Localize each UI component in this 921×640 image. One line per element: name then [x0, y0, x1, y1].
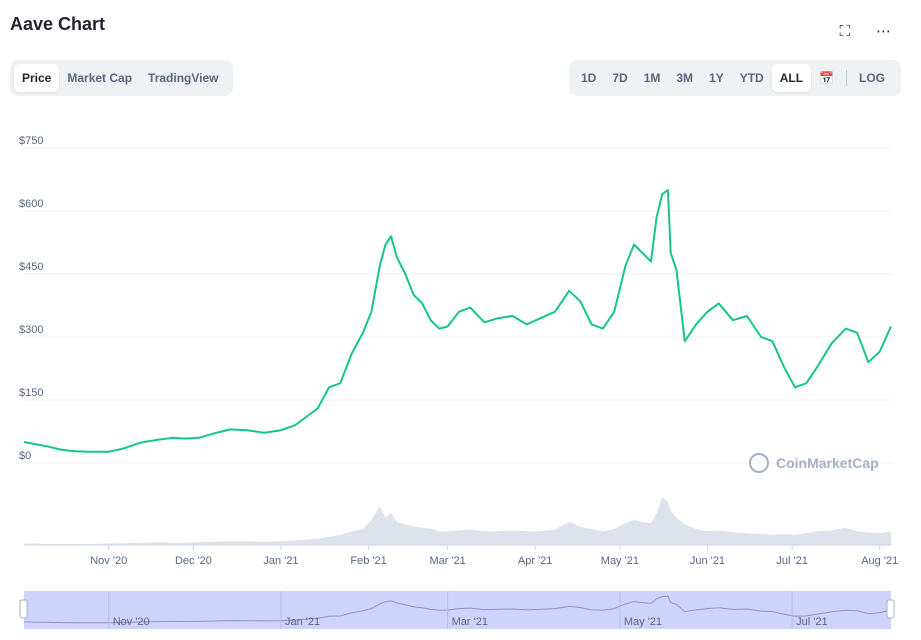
- range-7d[interactable]: 7D: [612, 71, 628, 85]
- tab-market-cap[interactable]: Market Cap: [67, 71, 133, 85]
- navigator-tick-label: May '21: [624, 616, 662, 628]
- volume-bars: [24, 497, 891, 545]
- watermark-text: CoinMarketCap: [776, 455, 879, 471]
- navigator-axis: Nov '20 Jan '21 Mar '21 May '21 Jul '21: [108, 591, 828, 629]
- navigator-line: [23, 595, 892, 624]
- range-ytd[interactable]: YTD: [739, 71, 764, 85]
- calendar-icon[interactable]: 📅: [819, 71, 834, 85]
- navigator-left-handle[interactable]: [19, 599, 28, 619]
- x-tick-label: May '21: [601, 555, 639, 567]
- x-tick-label: Dec '20: [175, 555, 212, 567]
- chart-grid: [24, 147, 891, 464]
- y-tick-label: $600: [19, 198, 43, 210]
- range-1y[interactable]: 1Y: [709, 71, 724, 85]
- y-tick-label: $750: [19, 135, 43, 147]
- x-tick-label: Jul '21: [776, 555, 807, 567]
- range-1d[interactable]: 1D: [581, 71, 597, 85]
- navigator-tick-label: Mar '21: [452, 616, 488, 628]
- volume-area: [24, 497, 891, 545]
- navigator[interactable]: Nov '20 Jan '21 Mar '21 May '21 Jul '21: [19, 591, 895, 629]
- range-3m[interactable]: 3M: [676, 71, 694, 85]
- time-range-selector: 1D 7D 1M 3M 1Y YTD ALL 📅 LOG: [569, 60, 901, 96]
- price-line: [23, 189, 892, 453]
- y-tick-label: $0: [19, 450, 31, 462]
- navigator-selection: [24, 591, 891, 629]
- expand-icon[interactable]: ⛶: [839, 22, 850, 40]
- x-tick-label: Jan '21: [263, 555, 298, 567]
- navigator-right-handle[interactable]: [886, 599, 895, 619]
- divider: [846, 70, 847, 86]
- y-tick-label: $150: [19, 387, 43, 399]
- range-all[interactable]: ALL: [771, 64, 812, 92]
- watermark: CoinMarketCap: [749, 453, 879, 473]
- x-tick-label: Aug '21: [861, 555, 898, 567]
- navigator-tick-label: Jul '21: [796, 616, 827, 628]
- range-1m[interactable]: 1M: [643, 71, 661, 85]
- x-tick-label: Apr '21: [518, 555, 553, 567]
- x-tick-label: Nov '20: [90, 555, 127, 567]
- navigator-tick-label: Nov '20: [113, 616, 150, 628]
- y-axis: $0 $150 $300 $450 $600 $750: [19, 135, 43, 462]
- page-title: Aave Chart: [10, 14, 106, 34]
- log-toggle[interactable]: LOG: [859, 71, 885, 85]
- navigator-tick-label: Jan '21: [285, 616, 320, 628]
- x-tick-label: Feb '21: [350, 555, 386, 567]
- chart-type-tabs: Price Market Cap TradingView: [10, 60, 233, 96]
- coinmarketcap-logo-icon: [749, 453, 769, 473]
- more-icon[interactable]: ⋯: [876, 23, 891, 40]
- x-tick-label: Jun '21: [690, 555, 725, 567]
- y-tick-label: $450: [19, 261, 43, 273]
- x-tick-label: Mar '21: [429, 555, 465, 567]
- tab-tradingview[interactable]: TradingView: [148, 71, 219, 85]
- y-tick-label: $300: [19, 324, 43, 336]
- tab-price[interactable]: Price: [14, 64, 60, 92]
- x-axis: Nov '20 Dec '20 Jan '21 Feb '21 Mar '21 Apr '…: [90, 545, 898, 567]
